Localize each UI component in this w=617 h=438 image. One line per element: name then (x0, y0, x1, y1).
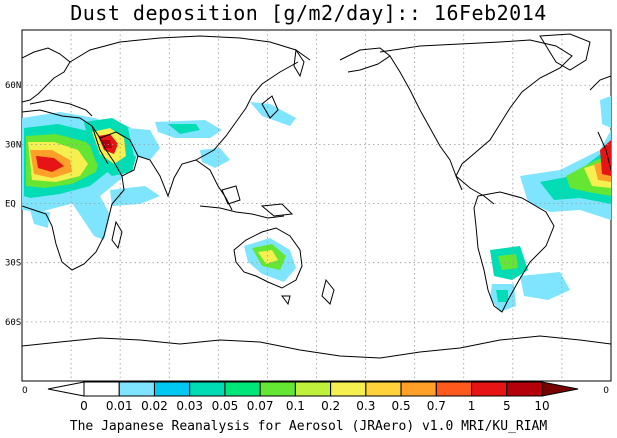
dust-region-gulf-guinea (30, 210, 50, 228)
colorbar-level-label: 0.7 (427, 399, 446, 413)
colorbar-box (294, 381, 332, 397)
coast-tasmania (281, 295, 291, 306)
colorbar-level-label: 0 (80, 399, 88, 413)
coast-borneo (221, 185, 241, 205)
dust-region-japan (250, 102, 296, 126)
colorbar-box (189, 381, 226, 397)
latitude-label: 60N (5, 81, 21, 91)
coast-africa-east (597, 131, 611, 171)
dust-region-iberia (600, 96, 611, 128)
dust-region-australia-yellow (258, 250, 278, 264)
coast-europe (22, 47, 71, 103)
dust-region-east-asia-green (168, 124, 200, 134)
colorbar-level-label: 0.01 (106, 399, 133, 413)
footer-credit: The Japanese Reanalysis for Aerosol (JRA… (69, 419, 548, 434)
colorbar-box (330, 381, 367, 397)
colorbar-left-arrow (47, 381, 85, 397)
colorbar-level-label: 0.03 (176, 399, 203, 413)
latitude-labels: 60N 30N EQ 30S 60S (5, 81, 21, 328)
dust-region-arabia-dark (102, 140, 112, 148)
colorbar: 0 0.01 0.02 0.03 0.05 0.07 0.1 0.2 0.3 0.5 0.7 1 5 10… (22, 381, 609, 413)
colorbar-level-label: 0.2 (321, 399, 340, 413)
colorbar-box (118, 381, 155, 397)
colorbar-level-label: 10 (534, 399, 549, 413)
colorbar-left-edge-label: 0 (22, 386, 28, 396)
coastlines (22, 33, 611, 359)
colorbar-box (365, 381, 402, 397)
coast-japan (261, 95, 279, 119)
coast-indonesia (199, 205, 285, 219)
dust-region-south-america-green (498, 254, 518, 270)
colorbar-box (435, 381, 473, 397)
colorbar-level-label: 0.07 (247, 399, 274, 413)
coast-china (195, 61, 299, 161)
dust-region-east-africa (70, 196, 110, 240)
dust-region-atlantic-red (600, 140, 611, 176)
latitude-label: 30N (5, 140, 21, 150)
coast-new-zealand (321, 278, 335, 305)
map-title: Dust deposition [g/m2/day]:: 16Feb2014 (70, 1, 547, 25)
coast-africa (22, 109, 125, 271)
coast-madagascar (111, 220, 123, 250)
coast-arabia (99, 131, 139, 177)
latitude-label: EQ (5, 200, 16, 210)
coast-west-north-america (389, 55, 457, 177)
coast-antarctica (22, 335, 611, 359)
colorbar-box (153, 381, 191, 397)
colorbar-level-label: 0.5 (392, 399, 411, 413)
colorbar-level-label: 0.02 (141, 399, 168, 413)
coast-greenland (539, 33, 591, 71)
colorbar-box (400, 381, 437, 397)
colorbar-box (83, 381, 120, 397)
colorbar-level-label: 0.05 (212, 399, 239, 413)
coast-southeast-asia (195, 159, 233, 211)
coast-central-america (455, 175, 495, 205)
colorbar-right-edge-label: 0 (603, 386, 609, 396)
latitude-label: 60S (5, 318, 21, 328)
dust-region-china-south (200, 148, 230, 168)
dust-region-patagonia-mid (496, 290, 508, 302)
colorbar-level-label: 0.1 (286, 399, 305, 413)
colorbar-level-label: 0.3 (356, 399, 375, 413)
latitude-label: 30S (5, 259, 21, 269)
coast-australia (233, 227, 303, 289)
colorbar-level-label: 1 (468, 399, 476, 413)
coast-india (137, 155, 197, 198)
coast-mediterranean (29, 99, 93, 117)
colorbar-box (224, 381, 261, 397)
dust-region-north-africa-red (36, 156, 64, 172)
coast-europe-east (589, 75, 611, 91)
colorbar-level-label: 5 (503, 399, 511, 413)
coast-kamchatka (293, 48, 305, 78)
dust-region-south-atlantic (520, 272, 570, 300)
coast-south-america (473, 191, 555, 313)
colorbar-box (471, 381, 508, 397)
coast-red-sea (91, 125, 109, 165)
colorbar-box (259, 381, 296, 397)
coast-north-america (379, 39, 573, 191)
coast-new-guinea (260, 203, 294, 217)
coast-asia-north (69, 35, 311, 63)
colorbar-box (506, 381, 543, 397)
colorbar-right-arrow (541, 381, 579, 397)
graticule (22, 30, 611, 381)
